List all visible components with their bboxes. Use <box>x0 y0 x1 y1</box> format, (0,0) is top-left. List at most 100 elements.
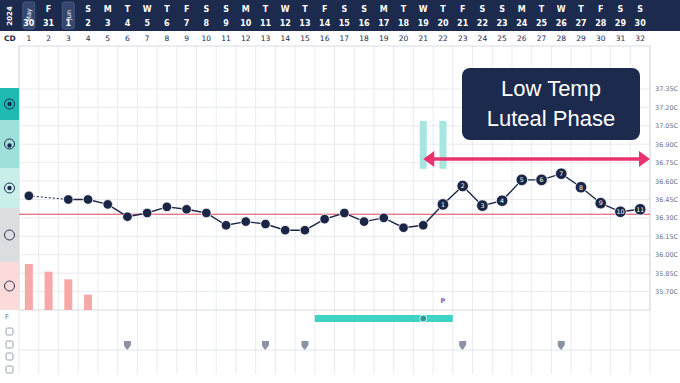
weekday-label: S <box>499 5 505 14</box>
date-label: 31 <box>43 19 55 28</box>
y-tick-label: 36.90C <box>655 141 679 149</box>
sidebar-band <box>0 168 19 208</box>
date-label: 9 <box>223 19 229 28</box>
point-label: 4 <box>500 197 504 204</box>
cd-label: 32 <box>635 34 645 43</box>
row-icon <box>6 341 13 348</box>
coverline <box>19 214 650 215</box>
event-icon <box>124 341 131 350</box>
point-label: 5 <box>520 176 524 183</box>
temp-dot <box>221 220 231 230</box>
y-tick-label: 35.85C <box>655 270 679 278</box>
date-label: 30 <box>635 19 647 28</box>
cd-label: 9 <box>184 34 189 43</box>
sidebar-icon-dot <box>7 143 11 147</box>
cd-label: 7 <box>145 34 150 43</box>
grid-line-x <box>97 46 98 374</box>
cd-label: 24 <box>478 34 488 43</box>
grid-line-x <box>393 46 394 374</box>
temp-dot <box>359 217 369 227</box>
temp-dot <box>457 180 469 192</box>
sidebar-icon <box>5 230 15 240</box>
grid-line-x <box>433 46 434 374</box>
weekday-label: W <box>143 5 152 14</box>
point-label: 6 <box>540 176 544 183</box>
cd-label: 25 <box>497 34 507 43</box>
y-tick-label: 36.15C <box>655 233 679 241</box>
date-label: 13 <box>299 19 310 28</box>
grid-line-x <box>216 46 217 374</box>
temp-dot <box>182 205 192 215</box>
temp-dot <box>496 195 508 207</box>
cd-label: 10 <box>202 34 212 43</box>
annotation-box <box>462 68 640 140</box>
date-label: 10 <box>240 19 252 28</box>
weekday-label: M <box>242 5 250 14</box>
weekday-label: S <box>637 5 643 14</box>
cd-label: 26 <box>517 34 527 43</box>
sidebar-icon <box>5 183 15 193</box>
year-label: 2024 <box>6 6 14 26</box>
date-label: 11 <box>260 19 272 28</box>
cd-label: 18 <box>359 34 369 43</box>
weekday-label: W <box>557 5 566 14</box>
temp-dot <box>241 217 251 227</box>
grid-line-x <box>275 46 276 374</box>
temp-dot <box>516 174 528 186</box>
annotation-text: Low Temp <box>501 76 601 101</box>
temp-dot <box>103 200 113 210</box>
temp-dot <box>142 208 152 218</box>
sidebar-band <box>0 120 19 168</box>
grid-line-x <box>255 46 256 374</box>
grid-line-x <box>295 46 296 374</box>
temp-dot <box>615 206 627 218</box>
annotation-arrow <box>429 157 644 161</box>
y-tick-label: 35.70C <box>655 288 679 296</box>
date-label: 8 <box>204 19 210 28</box>
grid-line-x <box>196 46 197 374</box>
cd-label: 21 <box>418 34 428 43</box>
date-label: 28 <box>595 19 607 28</box>
cd-label: 14 <box>280 34 290 43</box>
temp-dot <box>261 219 271 229</box>
event-icon <box>301 341 308 350</box>
grid-line-x <box>176 46 177 374</box>
date-label: 5 <box>144 19 150 28</box>
annotation-text: Luteal Phase <box>487 106 615 131</box>
grid-line-x <box>373 46 374 374</box>
date-label: 6 <box>164 19 170 28</box>
grid-line-x <box>38 46 39 374</box>
grid-line-x <box>314 46 315 374</box>
cd-label: 5 <box>105 34 110 43</box>
sidebar-icon-dot <box>7 186 11 190</box>
row-icon <box>6 353 13 360</box>
cd-label: 15 <box>300 34 310 43</box>
temp-dot <box>162 202 172 212</box>
weekday-label: S <box>480 5 486 14</box>
row-divider <box>19 350 680 351</box>
y-tick-label: 37.20C <box>655 104 679 112</box>
cd-label: 13 <box>261 34 271 43</box>
weekday-label: T <box>125 5 131 14</box>
temp-dot <box>379 213 389 223</box>
cd-label: 8 <box>165 34 170 43</box>
arrow-head-right <box>639 151 650 167</box>
date-label: 12 <box>280 19 291 28</box>
temp-dot <box>418 220 428 230</box>
temperature-line <box>68 174 640 230</box>
chart: 2024MayJun301F31213S24M35T46W57T68F79S81… <box>0 0 680 383</box>
grid-line-x <box>452 46 453 374</box>
point-label: 1 <box>441 201 445 208</box>
point-label: 11 <box>636 206 644 213</box>
y-tick-label: 36.60C <box>655 178 679 186</box>
weekday-label: S <box>341 5 347 14</box>
weekday-label: T <box>440 5 446 14</box>
cd-label: 12 <box>241 34 251 43</box>
temp-dot <box>280 225 290 235</box>
weekday-label: F <box>598 5 603 14</box>
fertile-peak <box>420 315 427 322</box>
sidebar-icon <box>5 139 15 149</box>
row-icon <box>6 366 13 373</box>
date-label: 22 <box>477 19 488 28</box>
date-label: 3 <box>105 19 111 28</box>
